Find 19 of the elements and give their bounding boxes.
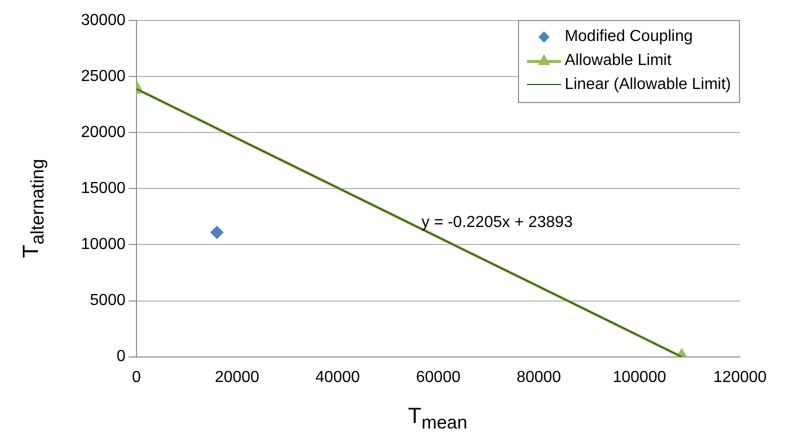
y-tick-label: 15000 [80,180,126,198]
annotation: y = -0.2205x + 23893 [421,214,573,232]
y-tick-label: 5000 [90,292,126,310]
x-tick-label: 0 [132,368,142,386]
x-tick-label: 20000 [214,368,260,386]
y-tick-label: 0 [116,348,126,366]
x-tick-label: 120000 [713,368,767,386]
x-tick-label: 80000 [516,368,562,386]
legend-label: Allowable Limit [564,52,672,70]
x-axis-title: T$_{mean}$ [408,403,468,434]
legend-label: Linear (Allowable Limit) [564,76,731,94]
y-tick-label: 20000 [80,124,126,142]
x-tick-label: 40000 [315,368,360,386]
y-tick-label: 10000 [80,236,126,254]
x-tick-label: 60000 [416,368,461,386]
x-tick-label: 100000 [612,368,666,386]
y-tick-label: 30000 [80,12,126,30]
y-tick-label: 25000 [80,68,126,86]
legend-label: Modified Coupling [564,28,693,46]
